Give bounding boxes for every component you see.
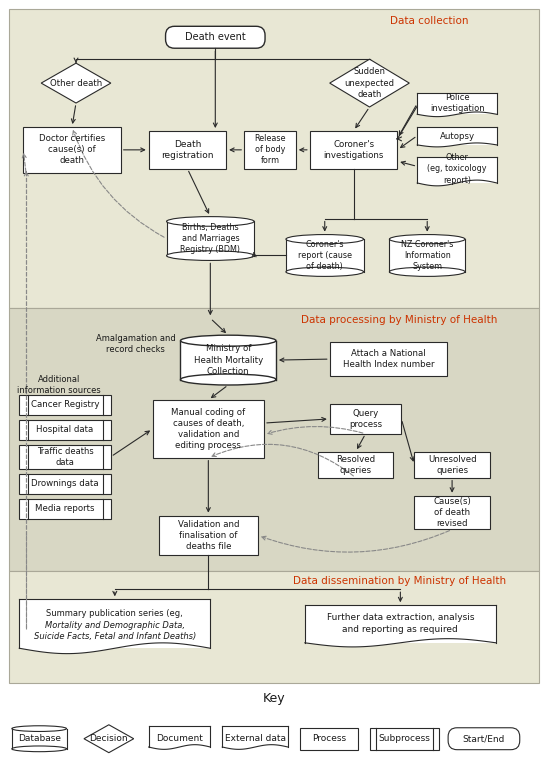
- Bar: [19, 395, 111, 415]
- Text: Cause(s)
of death
revised: Cause(s) of death revised: [433, 497, 471, 528]
- Text: Query
process: Query process: [349, 409, 382, 429]
- Text: Data dissemination by Ministry of Health: Data dissemination by Ministry of Health: [293, 576, 506, 586]
- Text: Autopsy: Autopsy: [439, 132, 475, 140]
- Bar: [414, 452, 490, 478]
- Text: External data: External data: [225, 734, 286, 743]
- Bar: [369, 728, 439, 749]
- Polygon shape: [41, 63, 111, 103]
- Text: Hospital data: Hospital data: [36, 426, 94, 434]
- Text: Cancer Registry: Cancer Registry: [31, 400, 99, 409]
- Text: NZ Coroner's
Information
System: NZ Coroner's Information System: [401, 240, 453, 271]
- FancyBboxPatch shape: [448, 728, 520, 749]
- Text: Summary publication series (eg,: Summary publication series (eg,: [47, 608, 183, 618]
- Text: Death event: Death event: [185, 32, 246, 42]
- Bar: [417, 127, 497, 145]
- Text: Ministry of
Health Mortality
Collection: Ministry of Health Mortality Collection: [193, 345, 263, 375]
- Polygon shape: [330, 59, 409, 107]
- Bar: [19, 445, 111, 469]
- Ellipse shape: [180, 335, 276, 346]
- Bar: [153, 400, 264, 458]
- Text: Suicide Facts, Fetal and Infant Deaths): Suicide Facts, Fetal and Infant Deaths): [33, 631, 196, 641]
- Bar: [19, 420, 111, 439]
- Text: Document: Document: [156, 734, 203, 743]
- Text: Traffic deaths
data: Traffic deaths data: [37, 446, 94, 466]
- Text: Database: Database: [18, 734, 61, 743]
- Bar: [417, 157, 497, 183]
- Text: Death
registration: Death registration: [161, 140, 214, 160]
- Bar: [305, 605, 496, 643]
- Text: Key: Key: [262, 692, 286, 705]
- Bar: [19, 499, 111, 519]
- Text: Coroner's
report (cause
of death): Coroner's report (cause of death): [298, 240, 352, 271]
- Bar: [149, 131, 226, 169]
- Ellipse shape: [167, 251, 254, 261]
- Text: Mortality and Demographic Data,: Mortality and Demographic Data,: [45, 621, 185, 630]
- Ellipse shape: [12, 746, 66, 752]
- Bar: [414, 496, 490, 530]
- Text: Doctor certifies
cause(s) of
death: Doctor certifies cause(s) of death: [39, 134, 105, 166]
- Text: Start/End: Start/End: [463, 734, 505, 743]
- Bar: [19, 473, 111, 493]
- Bar: [310, 131, 397, 169]
- Bar: [222, 726, 288, 747]
- Text: Other death: Other death: [50, 79, 102, 88]
- Text: Births, Deaths
and Marriages
Registry (BDM): Births, Deaths and Marriages Registry (B…: [180, 223, 241, 254]
- Text: Police
investigation: Police investigation: [430, 93, 484, 113]
- Text: Data processing by Ministry of Health: Data processing by Ministry of Health: [301, 315, 498, 325]
- Bar: [330, 404, 401, 434]
- Bar: [12, 729, 66, 749]
- Text: Further data extraction, analysis
and reporting as required: Further data extraction, analysis and re…: [327, 614, 474, 634]
- Text: Sudden
unexpected
death: Sudden unexpected death: [345, 68, 395, 99]
- Ellipse shape: [390, 268, 465, 276]
- Bar: [19, 599, 210, 648]
- Bar: [180, 341, 276, 379]
- Text: Attach a National
Health Index number: Attach a National Health Index number: [342, 349, 434, 369]
- Text: Decision: Decision: [89, 734, 128, 743]
- Text: Amalgamation and
record checks: Amalgamation and record checks: [96, 334, 175, 354]
- Text: Subprocess: Subprocess: [379, 734, 430, 743]
- Bar: [286, 239, 363, 272]
- Text: Drownings data: Drownings data: [31, 479, 99, 488]
- Text: Coroner's
investigations: Coroner's investigations: [323, 140, 384, 160]
- Bar: [9, 571, 539, 683]
- Text: Release
of body
form: Release of body form: [254, 134, 286, 166]
- Ellipse shape: [180, 374, 276, 385]
- Bar: [244, 131, 296, 169]
- Bar: [417, 93, 497, 114]
- Bar: [158, 516, 258, 555]
- Text: Manual coding of
causes of death,
validation and
editing process: Manual coding of causes of death, valida…: [172, 408, 246, 450]
- Bar: [23, 127, 121, 173]
- Ellipse shape: [167, 217, 254, 226]
- Bar: [318, 452, 393, 478]
- Bar: [390, 239, 465, 272]
- Ellipse shape: [286, 234, 363, 244]
- FancyBboxPatch shape: [165, 26, 265, 49]
- Bar: [330, 342, 447, 376]
- Bar: [9, 9, 539, 308]
- Text: Other
(eg, toxicology
report): Other (eg, toxicology report): [427, 153, 487, 184]
- Text: Media reports: Media reports: [35, 504, 95, 513]
- Ellipse shape: [286, 268, 363, 276]
- Ellipse shape: [12, 726, 66, 732]
- Text: Data collection: Data collection: [390, 16, 469, 26]
- Polygon shape: [84, 725, 134, 752]
- Text: Additional
information sources: Additional information sources: [17, 375, 101, 395]
- Bar: [9, 308, 539, 571]
- Bar: [167, 221, 254, 256]
- Text: Unresolved
queries: Unresolved queries: [428, 455, 476, 475]
- Text: Process: Process: [312, 734, 346, 743]
- Text: Validation and
finalisation of
deaths file: Validation and finalisation of deaths fi…: [178, 520, 239, 551]
- Text: Resolved
queries: Resolved queries: [336, 455, 375, 475]
- Bar: [300, 728, 358, 749]
- Ellipse shape: [390, 234, 465, 244]
- Bar: [149, 726, 210, 747]
